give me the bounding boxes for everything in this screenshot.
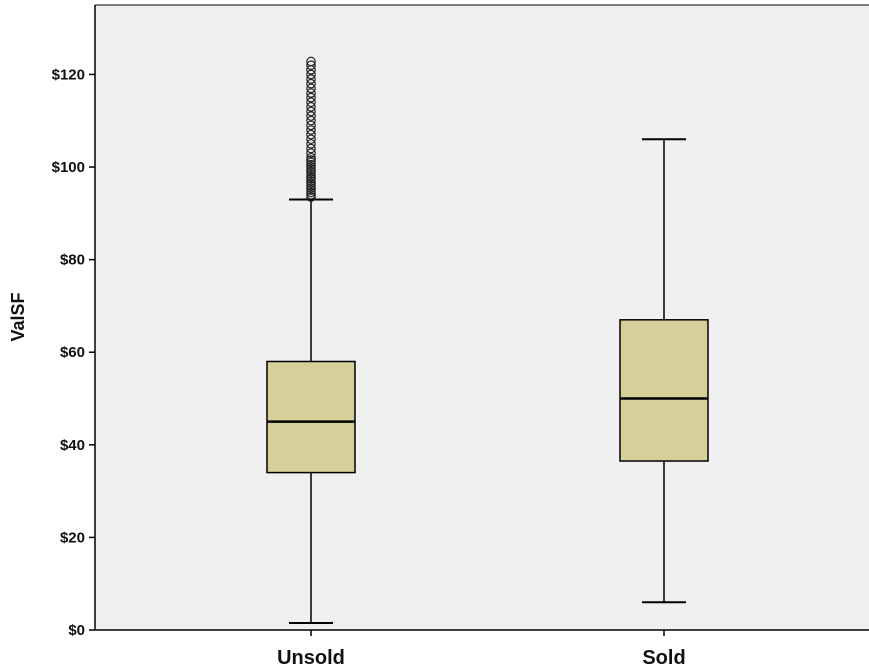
y-axis-ticks: $0 $20 $40 $60 $80 $100 $120	[52, 66, 95, 639]
box-unsold	[266, 56, 356, 625]
y-tick-label: $20	[60, 529, 85, 546]
outlier-point	[306, 97, 316, 108]
outlier-point	[306, 69, 316, 80]
y-tick-label: $40	[60, 437, 85, 454]
outlier-point	[306, 56, 316, 67]
outlier-point	[306, 120, 316, 131]
y-tick-label: $60	[60, 344, 85, 361]
boxes-layer	[266, 56, 709, 625]
iqr-box	[266, 360, 356, 474]
y-tick-label: $100	[52, 159, 85, 176]
outlier-point	[306, 148, 316, 158]
y-tick-label: $0	[68, 622, 85, 639]
iqr-box	[619, 319, 709, 462]
outlier-point	[306, 129, 316, 140]
x-axis-categories: Unsold Sold	[277, 630, 686, 669]
y-axis-label: ValSF	[8, 292, 28, 341]
x-category-label: Sold	[642, 647, 685, 669]
outlier-point	[306, 152, 316, 163]
outlier-point	[306, 92, 316, 103]
outlier-point	[306, 111, 316, 121]
outlier-point	[306, 78, 316, 89]
outlier-point	[306, 115, 316, 126]
outlier-point	[306, 143, 316, 154]
outlier-point	[306, 102, 316, 112]
outlier-point	[306, 139, 316, 149]
outlier-point	[306, 88, 316, 98]
outlier-point	[306, 83, 316, 94]
plot-background	[95, 5, 869, 630]
outlier-point	[306, 134, 316, 145]
outlier-point	[306, 106, 316, 117]
box-sold	[619, 138, 709, 604]
y-tick-label: $120	[52, 66, 85, 83]
outlier-point	[306, 125, 316, 135]
x-category-label: Unsold	[277, 647, 345, 669]
y-tick-label: $80	[60, 252, 85, 269]
outlier-point	[306, 74, 316, 84]
outlier-point	[306, 60, 316, 70]
